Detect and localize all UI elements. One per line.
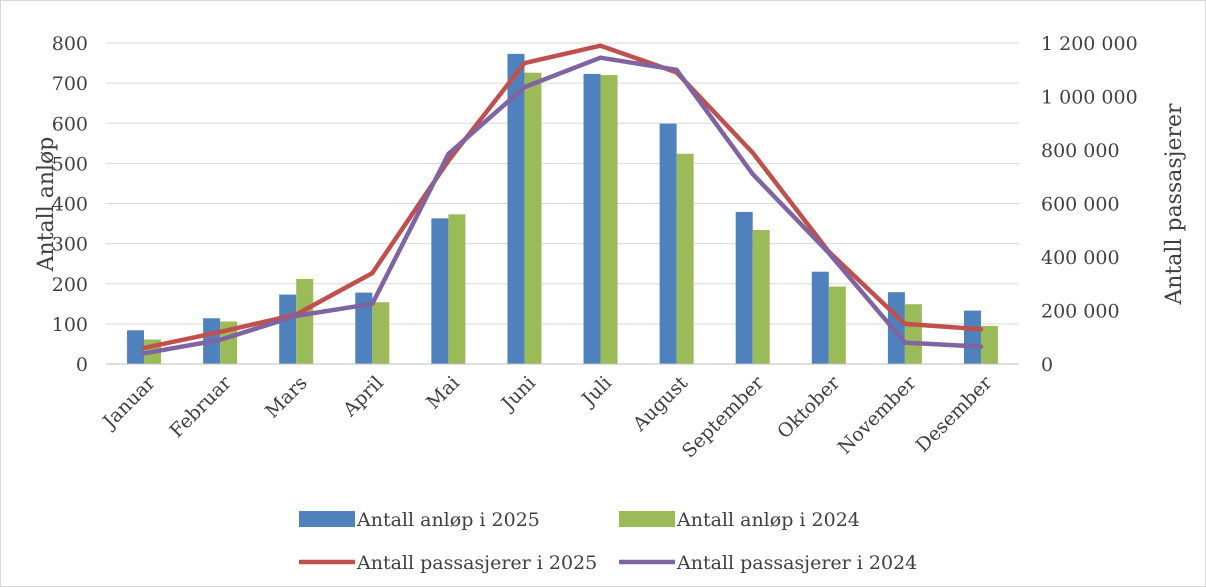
bar — [735, 211, 753, 364]
y-tick-label: 800 — [52, 33, 88, 55]
legend-swatch — [299, 511, 355, 527]
bar — [355, 292, 373, 364]
bar — [828, 286, 846, 364]
legend-label: Antall anløp i 2025 — [356, 509, 540, 531]
legend-swatch — [619, 511, 675, 527]
bar — [431, 218, 449, 364]
y-tick-label: 400 — [52, 194, 88, 216]
bars — [127, 53, 998, 365]
x-tick-label: Juli — [576, 372, 616, 412]
bar — [980, 325, 998, 364]
legend-label: Antall passasjerer i 2024 — [676, 552, 917, 574]
bar — [507, 53, 525, 365]
x-tick-label: August — [628, 372, 692, 436]
y-tick-label: 100 — [52, 314, 88, 336]
y-tick-label: 500 — [52, 153, 88, 175]
bar — [524, 72, 542, 364]
x-tick-label: November — [834, 371, 921, 458]
y-tick-label: 600 — [52, 113, 88, 135]
legend-label: Antall passasjerer i 2025 — [356, 552, 597, 574]
y2-axis-title: Antall passasjerer — [1162, 103, 1187, 306]
x-tick-label: April — [338, 372, 388, 422]
legend: Antall anløp i 2025 Antall anløp i 2024 An… — [299, 509, 917, 574]
x-tick-label: Juni — [496, 372, 540, 416]
bar — [676, 153, 694, 364]
bar — [600, 75, 618, 364]
bar — [448, 214, 466, 364]
x-tick-label: Mars — [261, 372, 312, 423]
x-tick-label: September — [678, 371, 769, 462]
y-tick-label: 0 — [76, 354, 88, 376]
bar — [659, 123, 677, 365]
bar — [372, 302, 390, 364]
y-tick-label: 300 — [52, 234, 88, 256]
y-axis-title: Antall anløp — [34, 137, 59, 273]
y-tick-label: 700 — [52, 73, 88, 95]
bar — [904, 304, 922, 364]
bar — [752, 229, 770, 364]
y2-tick-label: 1 200 000 — [1041, 33, 1138, 55]
series-line — [141, 55, 984, 356]
bar — [296, 278, 314, 364]
y2-tick-label: 600 000 — [1041, 194, 1120, 216]
y2-tick-label: 400 000 — [1041, 247, 1120, 269]
x-tick-label: Oktober — [773, 371, 845, 443]
bar — [963, 310, 981, 364]
bar — [583, 73, 601, 365]
y2-tick-label: 1 000 000 — [1041, 87, 1138, 109]
bar — [279, 294, 297, 364]
y2-tick-label: 0 — [1041, 354, 1053, 376]
bar — [127, 330, 145, 364]
x-tick-label: Februar — [165, 371, 236, 442]
bar — [811, 271, 829, 364]
x-tick-label: Mai — [422, 372, 464, 414]
lines — [141, 43, 984, 356]
y-tick-label: 200 — [52, 274, 88, 296]
y2-tick-label: 800 000 — [1041, 140, 1120, 162]
x-tick-label: Januar — [97, 371, 160, 434]
series-line — [141, 43, 984, 351]
legend-label: Antall anløp i 2024 — [676, 509, 860, 531]
y2-tick-label: 200 000 — [1041, 301, 1120, 323]
x-tick-label: Desember — [912, 371, 997, 456]
